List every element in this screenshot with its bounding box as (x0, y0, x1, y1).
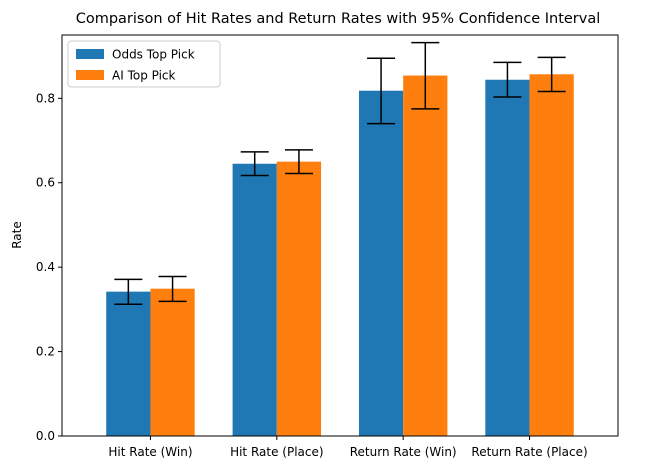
legend-label: AI Top Pick (112, 69, 176, 83)
plot-area: 0.0 0.2 0.4 0.6 0.8 Hit Rate (Win) Hit Rate (P… (36, 34, 619, 459)
bar-ai-3 (529, 74, 574, 436)
error-bar-ai-2 (411, 41, 440, 110)
error-bar-odds-3 (493, 61, 522, 98)
x-tick-label: Hit Rate (Place) (230, 445, 323, 459)
bar-ai-0 (150, 288, 195, 436)
bar-odds-0 (106, 291, 151, 436)
legend-swatch (76, 70, 104, 80)
x-tick-label: Return Rate (Win) (350, 445, 457, 459)
error-bar-odds-2 (367, 57, 396, 125)
x-tick-label: Return Rate (Place) (471, 445, 587, 459)
error-bar-ai-3 (537, 56, 566, 93)
error-bar-ai-0 (158, 275, 187, 303)
y-tick-label: 0.2 (36, 345, 55, 359)
bar-odds-1 (232, 163, 277, 436)
error-bar-odds-0 (114, 278, 143, 306)
legend-box (67, 40, 221, 88)
y-tick-label: 0.4 (36, 260, 55, 274)
x-tick-label: Hit Rate (Win) (108, 445, 192, 459)
bar-odds-3 (485, 79, 530, 436)
y-tick-label: 0.0 (36, 429, 55, 443)
legend: Odds Top Pick AI Top Pick (67, 40, 221, 88)
legend-swatch (76, 49, 104, 59)
axes-frame (61, 34, 619, 437)
y-tick-label: 0.8 (36, 91, 55, 105)
chart-title: Comparison of Hit Rates and Return Rates… (76, 11, 601, 27)
y-axis-label: Rate (10, 221, 24, 249)
bar-ai-1 (276, 161, 322, 436)
error-bar-ai-1 (284, 149, 313, 175)
error-bar-odds-1 (240, 151, 269, 177)
y-tick-label: 0.6 (36, 176, 55, 190)
bar-ai-2 (403, 75, 448, 437)
bar-odds-2 (358, 90, 404, 436)
legend-label: Odds Top Pick (112, 48, 195, 62)
